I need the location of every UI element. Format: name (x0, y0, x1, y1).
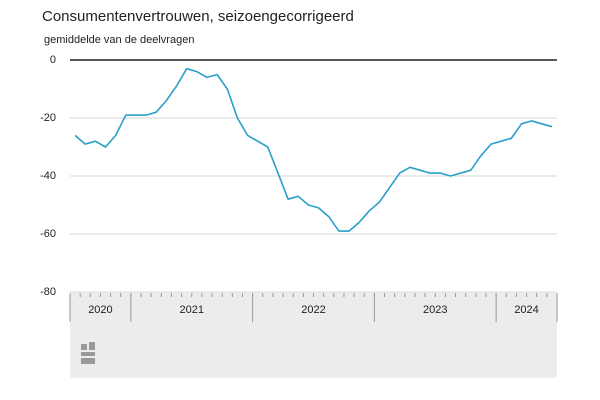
logo (81, 342, 95, 364)
y-tick-label: -80 (40, 286, 56, 298)
chart-subtitle: gemiddelde van de deelvragen (44, 34, 194, 46)
x-tick-label: 2020 (88, 304, 112, 316)
x-axis-panel (70, 293, 557, 378)
y-tick-label: -40 (40, 170, 56, 182)
y-tick-label: -20 (40, 112, 56, 124)
x-tick-label: 2022 (301, 304, 325, 316)
chart-title: Consumentenvertrouwen, seizoengecorrigee… (42, 8, 354, 25)
y-tick-label: -60 (40, 228, 56, 240)
x-tick-label: 2023 (423, 304, 447, 316)
x-tick-label: 2021 (180, 304, 204, 316)
y-tick-label: 0 (50, 54, 56, 66)
line-series (74, 67, 553, 232)
x-tick-label: 2024 (514, 304, 538, 316)
